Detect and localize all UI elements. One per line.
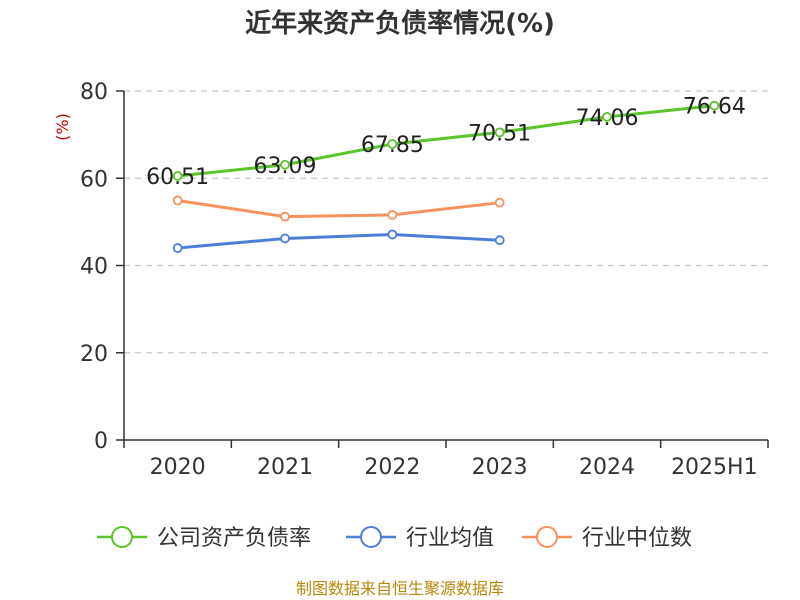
axes: 0 20 40 60 80 2020 2021 2022 2023 2024 2025H1: [80, 80, 769, 480]
series-line-2: [177, 199, 500, 219]
data-labels: 60.51 63.09 67.85 70.51 74.06 76.64: [146, 95, 746, 190]
y-axis-unit: (%): [53, 113, 72, 141]
data-source-note: 制图数据来自恒生聚源数据库: [296, 579, 504, 598]
data-label: 60.51: [146, 165, 209, 190]
legend-swatch-marker: [111, 526, 133, 548]
data-point: [172, 243, 183, 253]
y-tick-label: 0: [94, 429, 108, 454]
series-line-0: [177, 104, 715, 178]
x-tick-label: 2022: [364, 455, 420, 480]
data-label: 74.06: [576, 106, 639, 131]
y-tick-label: 40: [80, 255, 108, 280]
y-tick-label: 80: [80, 80, 108, 105]
data-point: [172, 171, 183, 181]
data-point: [494, 197, 505, 208]
x-tick-label: 2021: [257, 455, 313, 480]
legend-swatch-marker: [360, 526, 382, 548]
data-point: [709, 100, 720, 111]
data-point: [280, 211, 290, 222]
x-tick-label: 2025H1: [671, 455, 758, 480]
x-tick-label: 2020: [150, 455, 206, 480]
legend-label: 行业均值: [406, 526, 494, 551]
x-tick-label: 2023: [472, 455, 528, 480]
y-tick-label: 60: [80, 167, 108, 192]
data-label: 76.64: [683, 95, 746, 120]
data-point: [602, 112, 612, 122]
legend: 公司资产负债率 行业均值 行业中位数: [97, 526, 692, 551]
legend-label: 行业中位数: [582, 526, 692, 551]
data-point: [280, 159, 290, 170]
data-point: [494, 127, 505, 138]
series-lines: [172, 100, 720, 253]
data-label: 70.51: [468, 121, 531, 146]
data-point: [280, 233, 290, 244]
data-point: [494, 235, 505, 246]
data-point: [387, 139, 398, 149]
chart-title: 近年来资产负债率情况(%): [245, 8, 555, 39]
legend-label: 公司资产负债率: [157, 526, 311, 551]
series-line-1: [177, 233, 500, 250]
data-point: [387, 209, 398, 220]
x-tick-label: 2024: [579, 455, 635, 480]
data-label: 67.85: [361, 133, 424, 158]
data-point: [172, 195, 183, 206]
grid-lines: [124, 90, 768, 354]
y-tick-label: 20: [80, 342, 108, 367]
legend-swatch-marker: [536, 526, 558, 548]
data-point: [387, 229, 398, 240]
data-label: 63.09: [254, 154, 317, 179]
